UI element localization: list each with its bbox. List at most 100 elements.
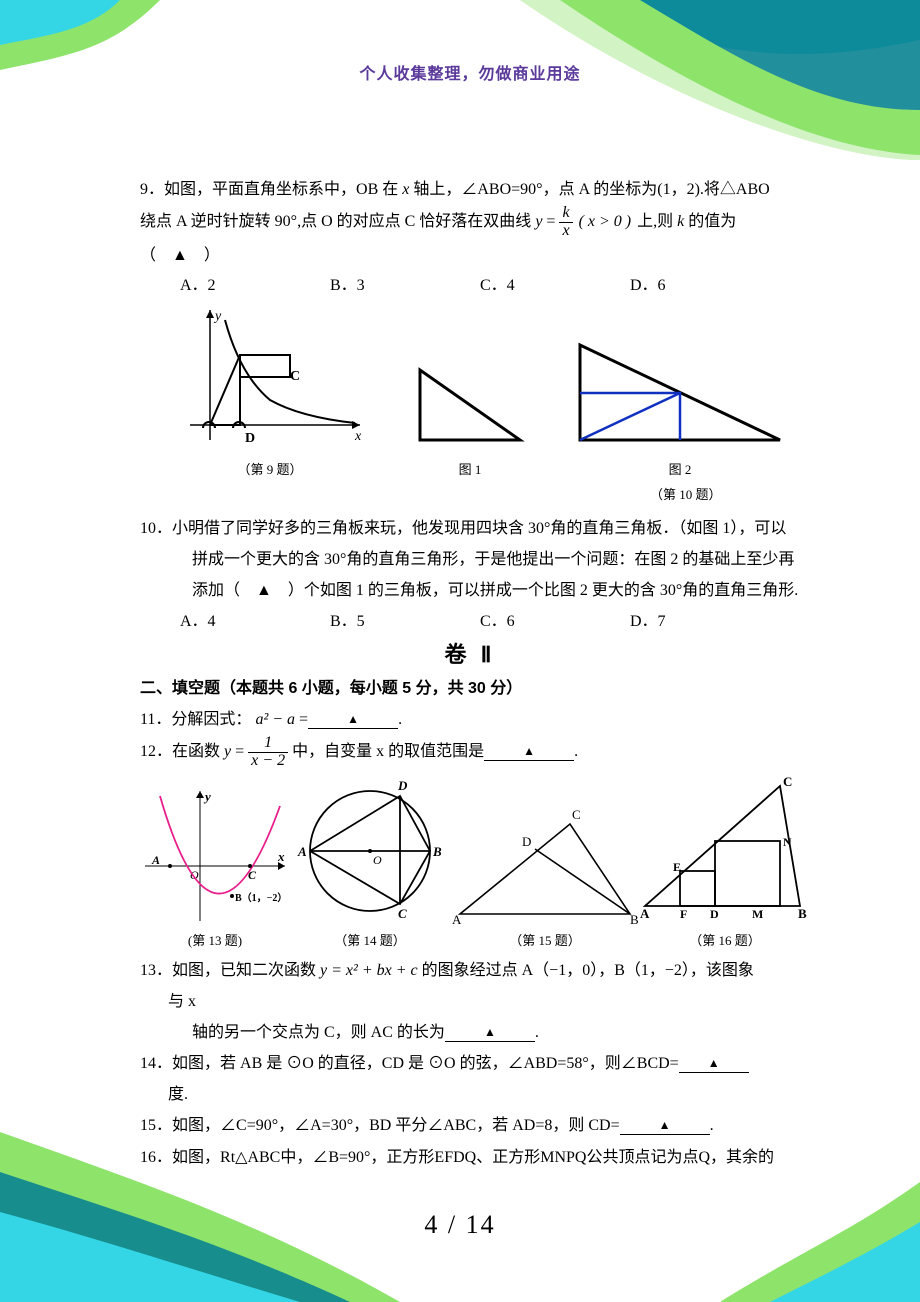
page-content: 个人收集整理，勿做商业用途 9．如图，平面直角坐标系中，OB 在 x 轴上，∠A… [140, 60, 800, 1173]
q13-c: 轴的另一个交点为 C，则 AC 的长为 [192, 1024, 445, 1041]
q11-tail: . [398, 711, 402, 728]
svg-text:O: O [190, 868, 199, 882]
q9-paren: （ ▲ ） [140, 240, 800, 271]
q11-num: 11． [140, 711, 171, 728]
svg-text:A: A [297, 844, 307, 859]
q12-frac: 1x − 2 [248, 735, 288, 770]
q10-line3: 添加（ ▲ ）个如图 1 的三角板，可以拼成一个比图 2 更大的含 30°角的直… [140, 575, 800, 606]
q9-choices: A．2 B．3 C．4 D．6 [140, 271, 800, 295]
q9-t-b: 轴上，∠ABO=90°，点 A 的坐标为(1，2).将△ABO [409, 181, 769, 198]
svg-text:D: D [397, 778, 408, 793]
svg-text:y: y [203, 789, 211, 804]
page-header: 个人收集整理，勿做商业用途 [140, 60, 800, 84]
q9-tail: ( x > 0 ) [579, 213, 632, 230]
fig-q14: O A B D C （第 14 题） [290, 776, 450, 949]
q13-line2: 与 x [140, 986, 800, 1017]
fig-row-9-10: y x C D （第 9 题） 图 1 [170, 305, 800, 478]
q9-frac-num: k [559, 205, 572, 222]
svg-text:B（1，−2）: B（1，−2） [235, 891, 287, 904]
q9-t-a: 如图，平面直角坐标系中，OB 在 [164, 181, 402, 198]
q9-caption: （第 9 题） [237, 459, 302, 478]
q11-eq: = [295, 711, 308, 728]
q10-choice-c: C．6 [480, 607, 630, 631]
q9-t-e: 的值为 [684, 213, 736, 230]
q9-choice-a: A．2 [180, 271, 330, 295]
q14-line1: 14．如图，若 AB 是 ⊙O 的直径，CD 是 ⊙O 的弦，∠ABD=58°，… [140, 1048, 800, 1079]
svg-text:B: B [630, 912, 639, 927]
svg-text:N: N [783, 835, 792, 849]
svg-text:C: C [572, 807, 581, 822]
fig-q16: A B C E F D M N （第 16 题） [640, 776, 810, 949]
q13-tail: . [535, 1024, 539, 1041]
svg-text:B: B [798, 906, 807, 921]
q10-choices: A．4 B．5 C．6 D．7 [140, 607, 800, 631]
q14-caption: （第 14 题） [334, 930, 406, 949]
q15-line1: 15．如图，∠C=90°，∠A=30°，BD 平分∠ABC，若 AD=8，则 C… [140, 1110, 800, 1141]
fig2-label: 图 2 [669, 459, 692, 478]
q15-blank: ▲ [620, 1118, 710, 1135]
q9-choice-b: B．3 [330, 271, 480, 295]
q13-line3: 轴的另一个交点为 C，则 AC 的长为▲. [140, 1017, 800, 1048]
q10-l1: 小明借了同学好多的三角板来玩，他发现用四块含 30°角的直角三角板．（如图 1）… [172, 520, 786, 537]
q12-num: 1 [248, 735, 288, 752]
svg-text:A: A [151, 853, 160, 867]
fig-row-13-16: y x O A C B（1，−2） (第 13 题) O A B [140, 776, 800, 949]
q9-num: 9． [140, 181, 164, 198]
q9-t-c: 绕点 A 逆时针旋转 90°,点 O 的对应点 C 恰好落在双曲线 [140, 213, 535, 230]
q16-line1: 16．如图，Rt△ABC中，∠B=90°，正方形EFDQ、正方形MNPQ公共顶点… [140, 1142, 800, 1173]
fig-q10-1: 图 1 [410, 345, 530, 478]
svg-text:C: C [398, 906, 407, 921]
q10-choice-b: B．5 [330, 607, 480, 631]
q14-line2: 度. [140, 1079, 800, 1110]
q15-num: 15． [140, 1117, 172, 1134]
q12-num: 12． [140, 743, 172, 760]
q12-b: 中，自变量 x 的取值范围是 [292, 743, 484, 760]
q9-frac-den: x [559, 222, 572, 240]
section2-title: 二、填空题（本题共 6 小题，每小题 5 分，共 30 分） [140, 673, 800, 704]
page-number: 4 / 14 [0, 1210, 920, 1240]
q14-num: 14． [140, 1055, 172, 1072]
q11-expr: a² − a [255, 711, 295, 728]
svg-text:D: D [522, 834, 531, 849]
svg-text:M: M [752, 907, 763, 921]
svg-text:A: A [640, 906, 650, 921]
q12-blank: ▲ [484, 744, 574, 761]
fig-q10-2: 图 2 [570, 335, 790, 478]
q14-a: 如图，若 AB 是 ⊙O 的直径，CD 是 ⊙O 的弦，∠ABD=58°，则∠B… [172, 1055, 679, 1072]
q9-eq: = [542, 213, 559, 230]
q12-a: 在函数 [172, 743, 224, 760]
q16-num: 16． [140, 1149, 172, 1166]
svg-text:E: E [673, 860, 681, 874]
q14-blank: ▲ [679, 1056, 749, 1073]
q12: 12．在函数 y = 1x − 2 中，自变量 x 的取值范围是▲. [140, 735, 800, 770]
q9-graph: y x C D [170, 305, 370, 455]
q13-a: 如图，已知二次函数 [172, 962, 320, 979]
q13-expr: y = x² + bx + c [320, 962, 418, 979]
q13-caption: (第 13 题) [188, 930, 242, 949]
fig1-label: 图 1 [459, 459, 482, 478]
q9-frac: kx [559, 205, 572, 240]
q10-line2: 拼成一个更大的含 30°角的直角三角形，于是他提出一个问题：在图 2 的基础上至… [140, 544, 800, 575]
svg-text:O: O [373, 853, 382, 867]
fig-q15: A B C D （第 15 题） [450, 794, 640, 949]
fig-q13: y x O A C B（1，−2） (第 13 题) [140, 786, 290, 949]
q16-a: 如图，Rt△ABC中，∠B=90°，正方形EFDQ、正方形MNPQ公共顶点记为点… [172, 1149, 774, 1166]
svg-text:x: x [354, 429, 362, 444]
svg-text:F: F [680, 907, 687, 921]
q15-a: 如图，∠C=90°，∠A=30°，BD 平分∠ABC，若 AD=8，则 CD= [172, 1117, 620, 1134]
q10-num: 10． [140, 520, 172, 537]
q9-choice-d: D．6 [630, 271, 780, 295]
q16-caption: （第 16 题） [689, 930, 761, 949]
q12-eq: = [231, 743, 248, 760]
q9-line1: 9．如图，平面直角坐标系中，OB 在 x 轴上，∠ABO=90°，点 A 的坐标… [140, 174, 800, 205]
svg-text:B: B [432, 844, 442, 859]
svg-text:C: C [290, 369, 300, 384]
q10-choice-d: D．7 [630, 607, 780, 631]
q13-blank: ▲ [445, 1025, 535, 1042]
q12-den: x − 2 [248, 752, 288, 770]
juan-heading: 卷 Ⅱ [140, 637, 800, 669]
q10-line1: 10．小明借了同学好多的三角板来玩，他发现用四块含 30°角的直角三角板．（如图… [140, 513, 800, 544]
q10-caption: （第 10 题） [650, 484, 722, 503]
fig-q9: y x C D （第 9 题） [170, 305, 370, 478]
q9-choice-c: C．4 [480, 271, 630, 295]
